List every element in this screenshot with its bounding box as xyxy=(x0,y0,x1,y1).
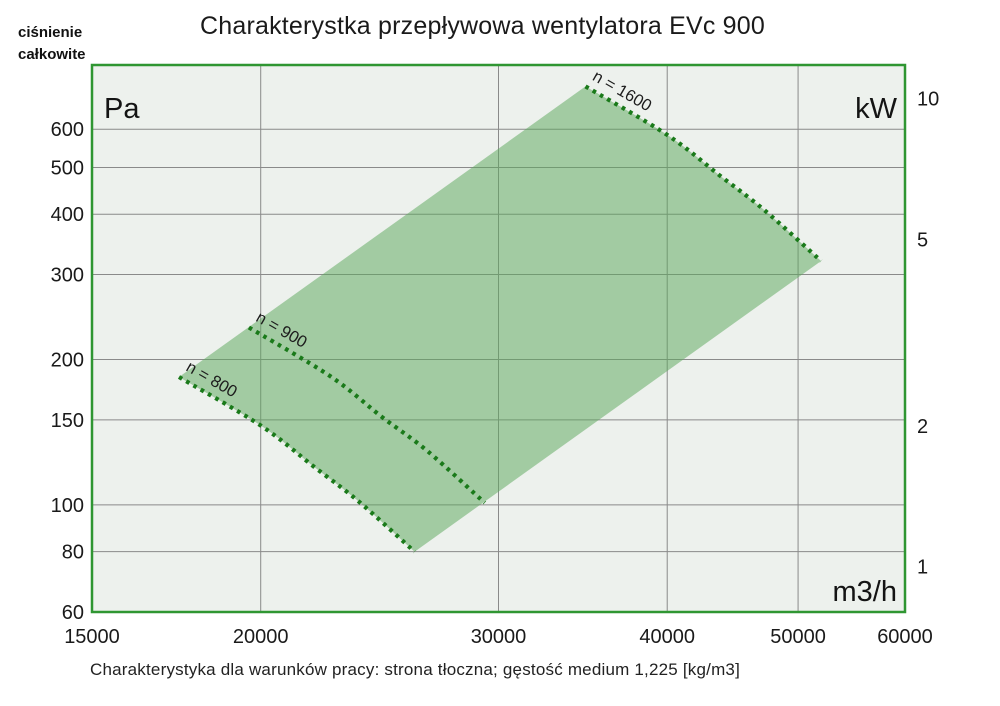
plot-border xyxy=(90,63,907,614)
y-right-tick-5: 5 xyxy=(917,230,928,252)
pressure-axis-caption-line1: ciśnienie xyxy=(18,24,83,41)
fan-curve-n-1600 xyxy=(584,84,823,263)
x-tick-40000: 40000 xyxy=(639,626,695,648)
y-left-tick-600: 600 xyxy=(51,119,84,141)
y-left-tick-100: 100 xyxy=(51,495,84,517)
x-tick-50000: 50000 xyxy=(770,626,826,648)
y-left-tick-400: 400 xyxy=(51,204,84,226)
chart-title: Charakterystka przepływowa wentylatora E… xyxy=(199,12,765,40)
fan-curve-n-900 xyxy=(247,325,487,505)
pa-unit-label: Pa xyxy=(104,93,140,125)
fan-curve-n-800 xyxy=(177,375,417,554)
m3h-unit-label: m3/h xyxy=(833,576,897,608)
operating-region xyxy=(179,86,822,552)
y-right-tick-2: 2 xyxy=(917,416,928,438)
y-left-tick-300: 300 xyxy=(51,265,84,287)
x-tick-15000: 15000 xyxy=(64,626,120,648)
y-left-tick-150: 150 xyxy=(51,410,84,432)
x-tick-20000: 20000 xyxy=(233,626,289,648)
pressure-axis-caption-line2: całkowite xyxy=(18,45,86,63)
y-right-tick-1: 1 xyxy=(917,557,928,579)
y-left-tick-200: 200 xyxy=(51,350,84,372)
x-tick-30000: 30000 xyxy=(471,626,527,648)
y-left-tick-80: 80 xyxy=(62,542,84,564)
y-left-tick-500: 500 xyxy=(51,157,84,179)
x-tick-60000: 60000 xyxy=(877,626,933,648)
y-right-tick-10: 10 xyxy=(917,89,939,111)
y-left-tick-60: 60 xyxy=(62,602,84,624)
pressure-axis-caption: ciśnienie całkowite xyxy=(18,22,86,66)
footer-note: Charakterystyka dla warunków pracy: stro… xyxy=(90,660,741,679)
kw-unit-label: kW xyxy=(855,93,898,125)
